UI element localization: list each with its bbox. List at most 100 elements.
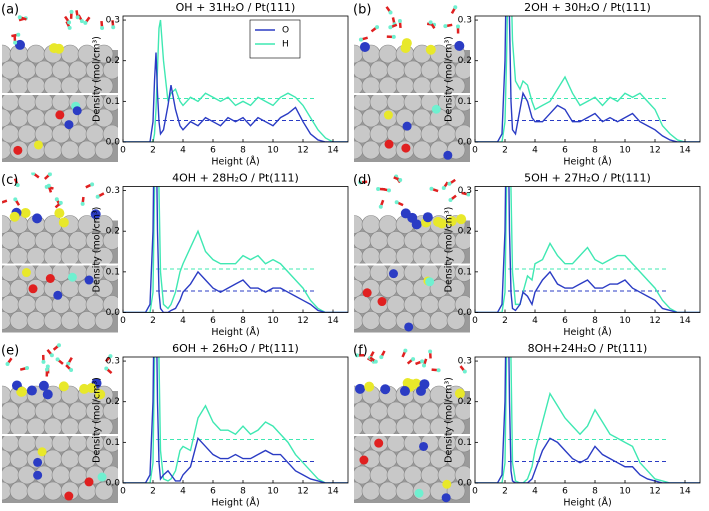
pt-atom xyxy=(386,401,406,421)
oh-o xyxy=(425,44,436,55)
water-h xyxy=(75,15,80,20)
adsorbate xyxy=(443,150,453,160)
y-tick-label: 0.3 xyxy=(106,16,120,26)
pt-atom xyxy=(378,449,398,469)
plot xyxy=(123,357,348,483)
x-tick-label: 10 xyxy=(619,146,631,156)
water-h xyxy=(2,201,3,204)
water xyxy=(64,15,70,23)
chart-title: 4OH + 28H₂O / Pt(111) xyxy=(172,172,299,185)
chart-title: OH + 31H₂O / Pt(111) xyxy=(176,1,296,14)
water-h xyxy=(47,172,52,177)
water xyxy=(406,358,414,365)
y-tick-label: 0.1 xyxy=(106,97,120,107)
plot xyxy=(123,186,348,313)
pt-atom xyxy=(378,417,398,437)
pt-atom xyxy=(94,481,114,501)
adsorbate xyxy=(55,110,65,120)
oh-o xyxy=(58,217,69,228)
pt-atom xyxy=(102,60,118,80)
adsorbate xyxy=(72,106,82,116)
water-h xyxy=(44,367,49,372)
y-axis-label: Density (mol/cm³) xyxy=(92,36,103,122)
water-h xyxy=(428,20,433,25)
y-axis-label: Density (mol/cm³) xyxy=(444,207,455,293)
pt-atom xyxy=(354,92,372,112)
pt-atom xyxy=(60,449,80,469)
y-tick-label: 0.3 xyxy=(458,16,472,26)
water-h xyxy=(421,363,426,368)
adsorbate xyxy=(401,143,411,153)
oh-o xyxy=(454,40,465,51)
pt-atom xyxy=(17,401,37,421)
water-h xyxy=(41,359,46,364)
adsorbate xyxy=(414,488,424,498)
pt-atom xyxy=(60,140,80,160)
water-h xyxy=(54,197,59,202)
pt-atom xyxy=(60,279,80,298)
water-h xyxy=(69,9,74,14)
snapshot xyxy=(2,343,118,503)
pt-atom xyxy=(369,60,389,80)
pt-atom xyxy=(354,295,372,314)
oh-o xyxy=(26,385,37,396)
pt-atom xyxy=(354,401,372,421)
pt-atom xyxy=(43,140,63,160)
adsorbate xyxy=(84,275,94,285)
y-tick-label: 0.0 xyxy=(106,479,121,489)
pt-atom xyxy=(85,295,105,314)
pt-atom xyxy=(446,279,466,298)
pt-atom xyxy=(369,92,389,112)
water-h xyxy=(16,32,21,37)
pt-atom xyxy=(361,311,381,330)
oh-o xyxy=(38,380,49,391)
adsorbate xyxy=(374,438,384,448)
x-tick-label: 12 xyxy=(297,146,308,156)
water-h xyxy=(104,366,109,371)
x-tick-label: 14 xyxy=(679,316,691,326)
pt-atom xyxy=(420,295,440,314)
pt-atom xyxy=(420,60,440,80)
pt-atom xyxy=(17,295,37,314)
pt-atom xyxy=(361,215,381,234)
pt-atom xyxy=(429,311,449,330)
x-tick-label: 14 xyxy=(679,487,691,497)
x-tick-label: 0 xyxy=(120,146,126,156)
pt-atom xyxy=(2,263,20,282)
water-h xyxy=(67,20,72,25)
y-axis-label: Density (mol/cm³) xyxy=(92,207,103,293)
pt-atom xyxy=(60,247,80,266)
water xyxy=(43,173,51,180)
x-tick-label: 10 xyxy=(267,316,279,326)
pt-atom xyxy=(43,481,63,501)
plot-area xyxy=(475,16,700,142)
oh-o xyxy=(95,389,106,400)
water-h xyxy=(358,180,363,185)
water-h xyxy=(15,183,20,188)
axes-frame xyxy=(122,15,349,143)
water-h xyxy=(429,186,434,191)
pt-atom xyxy=(68,60,88,80)
water-h xyxy=(46,183,51,188)
water-h xyxy=(69,368,74,373)
pt-atom xyxy=(454,465,470,485)
x-tick-label: 12 xyxy=(649,146,660,156)
x-tick-label: 6 xyxy=(562,487,568,497)
plot xyxy=(475,16,700,142)
water xyxy=(401,351,407,358)
water-h xyxy=(420,359,425,364)
pt-atom xyxy=(403,465,423,485)
pt-atom xyxy=(361,247,381,266)
x-tick-label: 2 xyxy=(150,487,156,497)
pt-atom xyxy=(2,60,20,80)
y-tick-label: 0.2 xyxy=(106,227,120,237)
y-tick-label: 0.1 xyxy=(458,438,472,448)
pt-atom xyxy=(454,60,470,80)
x-tick-label: 8 xyxy=(592,316,598,326)
pt-atom xyxy=(354,140,364,160)
pt-atom xyxy=(94,449,114,469)
water xyxy=(11,33,18,38)
oh-o xyxy=(90,209,101,220)
pt-atom xyxy=(9,311,29,330)
